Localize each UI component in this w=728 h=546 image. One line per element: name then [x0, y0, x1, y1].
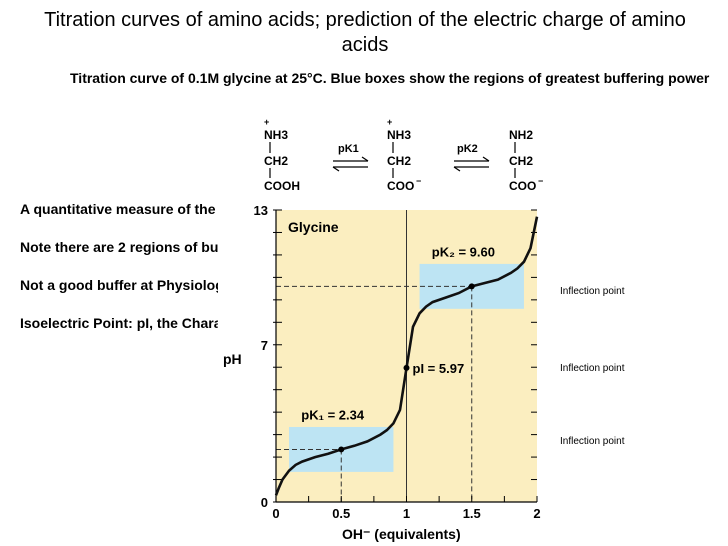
- species-1-middle: CH2: [264, 154, 288, 168]
- species-1-charge: +: [264, 117, 269, 127]
- x-tick-label: 1: [403, 506, 410, 521]
- species-cation: + NH3 CH2 COOH: [264, 117, 300, 193]
- key-point-1: [338, 446, 345, 453]
- species-2-middle: CH2: [387, 154, 411, 168]
- equilibrium-arrow-1: [332, 156, 369, 172]
- y-axis-label: pH: [223, 351, 242, 367]
- slide-title: Titration curves of amino acids; predict…: [44, 9, 686, 56]
- species-1-bottom: COOH: [264, 179, 300, 193]
- species-zwitterion: + NH3 CH2 COO −: [387, 117, 421, 193]
- x-tick-label: 0.5: [332, 506, 350, 521]
- key-point-2: [468, 283, 475, 290]
- equilibrium-arrow-2: [453, 156, 490, 172]
- species-2-top: NH3: [387, 128, 411, 142]
- key-point-3: [403, 364, 410, 371]
- arrow-1-label: pK1: [338, 143, 359, 155]
- note-pka-measure: A quantitative measure of the pKa of the…: [20, 201, 218, 217]
- inflection-point-label-bottom: Inflection point: [560, 436, 625, 447]
- x-tick-label: 1.5: [463, 506, 481, 521]
- annotation-label-2: pK₂ = 9.60: [432, 244, 495, 259]
- titration-curve: [274, 216, 539, 496]
- annotation-labels: pK₁ = 2.34 pK₂ = 9.60 pI = 5.97: [301, 244, 495, 422]
- left-notes: A quantitative measure of the pKa of the…: [20, 200, 218, 352]
- guide-lines: [276, 210, 473, 502]
- note-isoelectric-point: Isoelectric Point: pI, the Characteristi…: [20, 315, 218, 331]
- inflection-point-label-middle: Inflection point: [560, 363, 625, 374]
- inflection-point-label-top: Inflection point: [560, 286, 625, 297]
- note-two-regions: Note there are 2 regions of buffering: [20, 239, 218, 255]
- slide-subtitle: Titration curve of 0.1M glycine at 25°C.…: [70, 70, 710, 86]
- species-3-bottom: COO: [509, 179, 536, 193]
- species-3-top: NH2: [509, 128, 533, 142]
- x-tick-label: 0: [272, 506, 279, 521]
- y-tick-label: 0: [261, 495, 268, 510]
- species-2-charge: +: [387, 117, 392, 127]
- glycine-equilibrium: + NH3 CH2 COOH + NH3 CH2 COO − NH2 CH2 C…: [264, 117, 543, 193]
- chart-title: Glycine: [288, 219, 339, 235]
- axis-ticks: 0 7 13 0 0.5 1 1.5 2: [254, 203, 541, 521]
- y-tick-label: 13: [254, 203, 268, 218]
- y-tick-label: 7: [261, 338, 268, 353]
- species-3-middle: CH2: [509, 154, 533, 168]
- annotation-label-1: pK₁ = 2.34: [301, 407, 365, 422]
- x-tick-label: 2: [533, 506, 540, 521]
- arrow-2-label: pK2: [457, 143, 478, 155]
- key-points: [338, 283, 475, 453]
- annotation-label-3: pI = 5.97: [413, 361, 465, 376]
- x-axis-label: OH⁻ (equivalents): [342, 526, 461, 542]
- note-physiological-ph: Not a good buffer at Physiological pH: [20, 277, 218, 293]
- species-1-top: NH3: [264, 128, 288, 142]
- species-2-bottom: COO: [387, 179, 414, 193]
- species-anion: NH2 CH2 COO −: [509, 128, 543, 193]
- species-3-bottom-charge: −: [538, 176, 543, 186]
- species-2-bottom-charge: −: [416, 176, 421, 186]
